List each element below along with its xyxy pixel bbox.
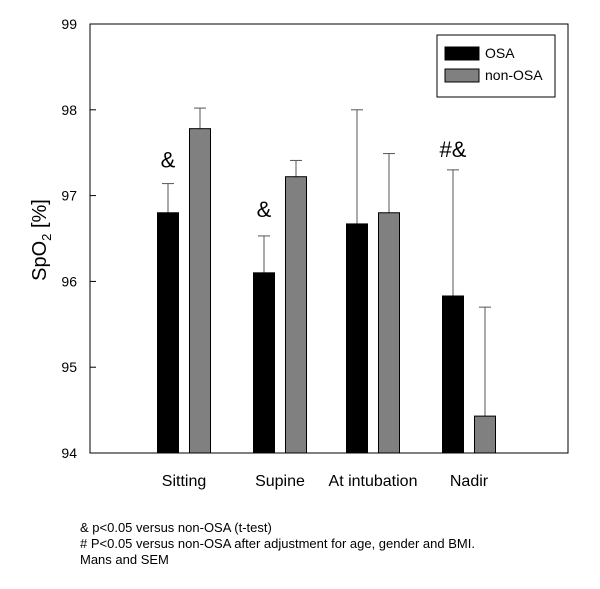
axes: 94 95 96 97 98 99 Sitting Supine At intubation Na… xyxy=(61,16,569,490)
bar-osa xyxy=(253,272,275,454)
legend-swatch-osa xyxy=(444,46,480,61)
bar-chart: & & #& 94 95 96 97 98 99 Sitting Supine At intubat… xyxy=(29,16,569,490)
y-tick-label: 97 xyxy=(61,188,77,204)
y-tick-label: 95 xyxy=(61,359,77,375)
y-tick-label: 99 xyxy=(61,16,77,32)
footnote-ampersand: & p<0.05 versus non-OSA (t-test) xyxy=(80,520,272,535)
legend: OSA non-OSA xyxy=(436,34,556,98)
legend-label: OSA xyxy=(485,45,515,61)
bar-osa xyxy=(346,223,368,454)
x-tick-label: Nadir xyxy=(450,473,489,490)
y-tick-label: 98 xyxy=(61,102,77,118)
bar-osa xyxy=(157,212,179,454)
y-axis-label-subscript: 2 xyxy=(39,234,54,241)
x-tick-label: At intubation xyxy=(329,473,418,490)
significance-marker: & xyxy=(161,147,176,172)
x-tick-label: Sitting xyxy=(162,473,206,490)
significance-marker: & xyxy=(257,197,272,222)
bar-non-osa xyxy=(189,128,211,454)
bar-non-osa xyxy=(285,176,307,454)
footnotes: & p<0.05 versus non-OSA (t-test) # P<0.0… xyxy=(80,520,595,568)
legend-swatch-non-osa xyxy=(444,68,480,83)
bar-non-osa xyxy=(474,415,496,454)
x-tick-label: Supine xyxy=(255,473,305,490)
legend-box xyxy=(436,34,556,98)
y-tick-label: 94 xyxy=(61,445,77,461)
footnote-mean-sem: Mans and SEM xyxy=(80,552,169,567)
bar-osa xyxy=(442,295,464,454)
y-tick-label: 96 xyxy=(61,273,77,289)
footnote-hash: # P<0.05 versus non-OSA after adjustment… xyxy=(80,536,475,551)
plot-frame xyxy=(89,23,569,454)
legend-label: non-OSA xyxy=(485,67,543,83)
y-axis-label-main: SpO xyxy=(29,241,51,281)
y-axis-label-unit: [%] xyxy=(29,199,51,233)
y-axis-label: SpO2 [%] xyxy=(29,199,54,281)
significance-marker: #& xyxy=(440,137,467,162)
bar-non-osa xyxy=(378,212,400,454)
plot-area: & & #& xyxy=(157,107,496,454)
